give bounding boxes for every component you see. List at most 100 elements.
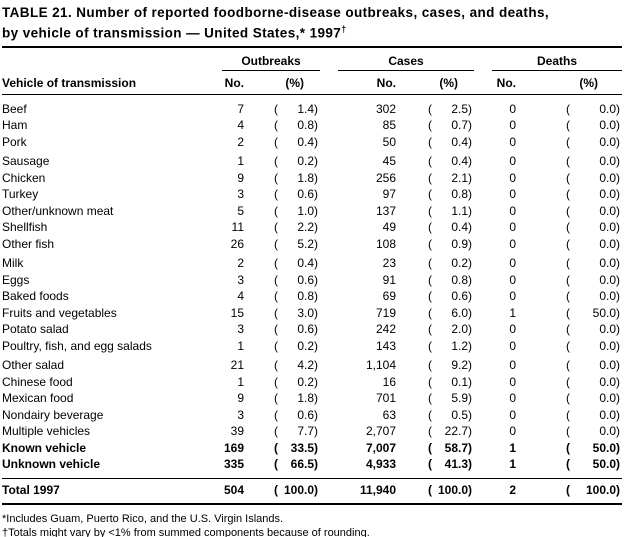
vehicle-label: Ham <box>2 118 28 132</box>
count-cell: 7,007 <box>365 440 396 455</box>
vehicle-label: Beef <box>2 101 27 116</box>
close-paren: ) <box>616 236 620 251</box>
count-cell: 0 <box>509 236 516 251</box>
cases-no-header: No. <box>376 75 396 90</box>
close-paren: ) <box>314 236 318 251</box>
open-paren: ( <box>566 170 570 185</box>
close-paren: ) <box>314 101 318 116</box>
close-paren: ) <box>616 482 620 497</box>
vehicle-label: Fruits and vegetables <box>2 305 117 320</box>
table-row: Milk 2(0.4) 23(0.2) 0(0.0) <box>2 255 622 272</box>
open-paren: ( <box>566 305 570 320</box>
pct-value: 0.2 <box>297 338 314 353</box>
open-paren: ( <box>274 407 278 422</box>
close-paren: ) <box>314 482 318 497</box>
close-paren: ) <box>616 424 620 438</box>
close-paren: ) <box>468 407 472 422</box>
pct-cell: (3.0) <box>244 305 320 322</box>
close-paren: ) <box>468 482 472 497</box>
table-row: Chinese food 1(0.2) 16(0.1) 0(0.0) <box>2 374 622 391</box>
pct-value: 0.0 <box>599 272 616 287</box>
count-cell: 3 <box>237 272 244 287</box>
outbreaks-group-header: Outbreaks <box>222 54 320 71</box>
pct-value: 5.2 <box>297 236 314 251</box>
pct-value: 3.0 <box>297 305 314 320</box>
pct-value: 1.0 <box>297 203 314 218</box>
pct-value: 0.0 <box>599 407 616 422</box>
count-cell: 1,104 <box>365 358 396 372</box>
pct-value: 0.0 <box>599 256 616 270</box>
vehicle-label: Eggs <box>2 272 30 287</box>
pct-cell: (0.7) <box>396 117 474 134</box>
open-paren: ( <box>428 407 432 422</box>
open-paren: ( <box>566 101 570 116</box>
vehicle-label: Other salad <box>2 358 65 372</box>
count-cell: 1 <box>237 154 244 168</box>
pct-value: 0.0 <box>599 424 616 438</box>
open-paren: ( <box>428 358 432 372</box>
pct-cell: (100.0) <box>244 483 320 498</box>
pct-cell: (0.0) <box>516 338 622 355</box>
pct-value: 0.0 <box>599 358 616 372</box>
count-cell: 97 <box>382 187 396 201</box>
count-cell: 0 <box>509 289 516 303</box>
cases-group-header: Cases <box>338 54 474 71</box>
count-cell: 2,707 <box>365 424 396 438</box>
pct-cell: (22.7) <box>396 423 474 440</box>
pct-cell: (50.0) <box>516 440 622 457</box>
count-cell: 1 <box>237 338 244 353</box>
vehicle-label: Poultry, fish, and egg salads <box>2 338 152 353</box>
count-cell: 335 <box>223 457 244 471</box>
count-cell: 0 <box>509 407 516 422</box>
close-paren: ) <box>314 203 318 218</box>
open-paren: ( <box>428 118 432 132</box>
close-paren: ) <box>468 358 472 372</box>
table-row: Fruits and vegetables 15(3.0) 719(6.0) 1(50… <box>2 305 622 322</box>
pct-value: 0.6 <box>297 322 314 336</box>
pct-cell: (0.2) <box>244 153 320 170</box>
count-cell: 11,940 <box>359 482 396 497</box>
open-paren: ( <box>274 289 278 303</box>
pct-cell: (0.0) <box>516 219 622 236</box>
open-paren: ( <box>566 322 570 336</box>
table-row: Ham 4(0.8) 85(0.7) 0(0.0) <box>2 117 622 134</box>
open-paren: ( <box>274 457 278 471</box>
close-paren: ) <box>314 322 318 336</box>
count-cell: 719 <box>375 305 396 320</box>
count-cell: 0 <box>509 322 516 336</box>
open-paren: ( <box>274 236 278 251</box>
title-line-2-text: by vehicle of transmission — United Stat… <box>2 25 342 41</box>
table-row: Chicken 9(1.8) 256(2.1) 0(0.0) <box>2 170 622 187</box>
outbreaks-no-header: No. <box>224 75 244 90</box>
count-cell: 701 <box>375 391 396 405</box>
title-line-1: TABLE 21. Number of reported foodborne-d… <box>2 5 550 20</box>
open-paren: ( <box>566 187 570 201</box>
pct-value: 0.0 <box>599 322 616 336</box>
close-paren: ) <box>468 203 472 218</box>
cases-pct-header: (%) <box>439 75 458 90</box>
pct-cell: (1.8) <box>244 170 320 187</box>
close-paren: ) <box>616 170 620 185</box>
pct-cell: (33.5) <box>244 440 320 457</box>
pct-cell: (0.8) <box>396 186 474 203</box>
pct-cell: (100.0) <box>396 483 474 498</box>
count-cell: 11 <box>231 220 244 234</box>
close-paren: ) <box>616 203 620 218</box>
vehicle-label: Other fish <box>2 236 55 251</box>
table-row: Pork 2(0.4) 50(0.4) 0(0.0) <box>2 134 622 151</box>
close-paren: ) <box>314 407 318 422</box>
pct-cell: (41.3) <box>396 456 474 473</box>
pct-cell: (1.8) <box>244 390 320 407</box>
count-cell: 0 <box>509 358 516 372</box>
pct-cell: (0.0) <box>516 117 622 134</box>
open-paren: ( <box>428 391 432 405</box>
pct-cell: (0.6) <box>244 272 320 289</box>
count-cell: 143 <box>375 338 396 353</box>
pct-value: 0.4 <box>297 256 314 270</box>
pct-cell: (0.0) <box>516 374 622 391</box>
pct-value: 0.0 <box>599 236 616 251</box>
pct-value: 0.0 <box>599 170 616 185</box>
close-paren: ) <box>616 338 620 353</box>
count-cell: 3 <box>237 322 244 336</box>
count-cell: 137 <box>375 203 396 218</box>
